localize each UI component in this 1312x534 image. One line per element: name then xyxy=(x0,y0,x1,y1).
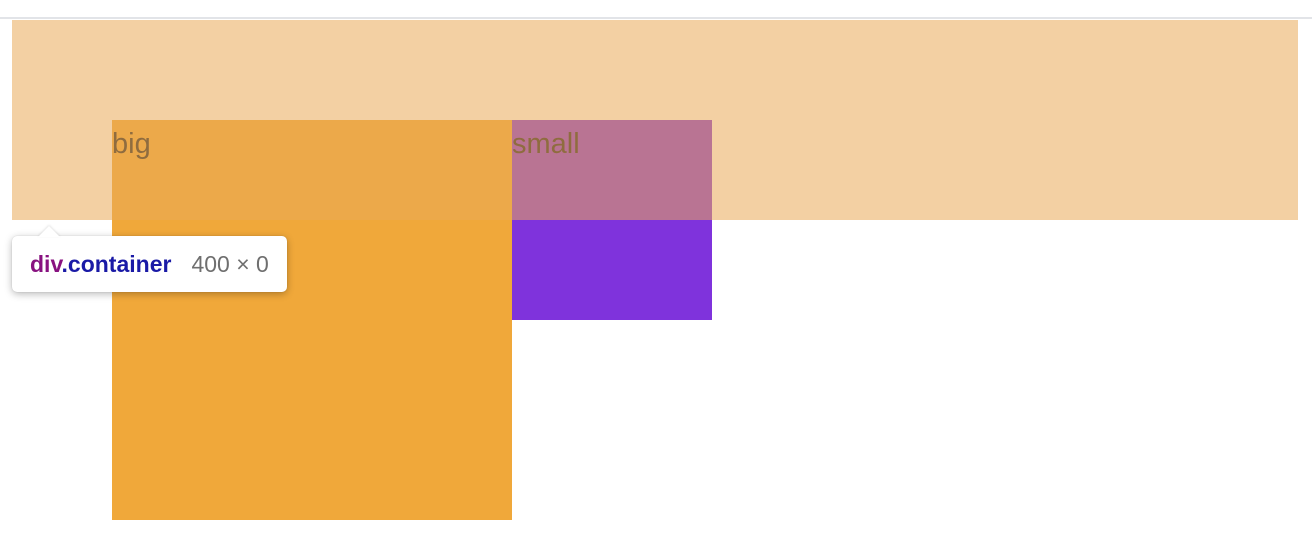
top-divider xyxy=(0,17,1312,19)
tooltip-pointer-icon xyxy=(38,226,60,237)
element-dimensions: 400 × 0 xyxy=(191,250,269,277)
element-class-name: .container xyxy=(61,250,172,277)
element-highlight-overlay xyxy=(12,20,1298,220)
element-selector: div.container xyxy=(30,251,171,278)
element-tag-name: div xyxy=(30,250,62,277)
inspector-tooltip: div.container 400 × 0 xyxy=(12,226,287,292)
